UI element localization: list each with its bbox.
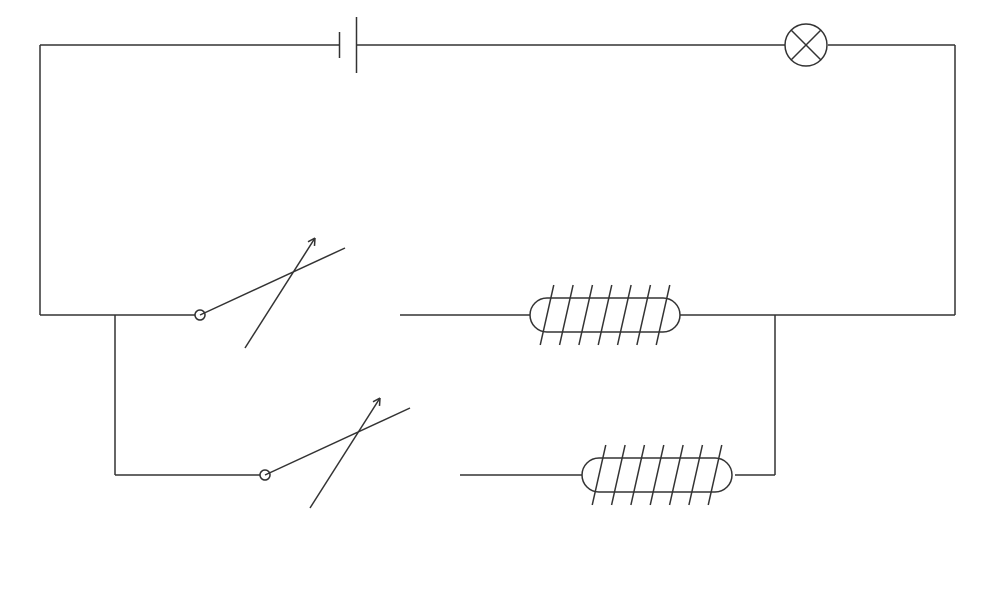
switch-2 [260, 398, 410, 508]
coil-2 [582, 445, 732, 505]
switch-indicator [310, 398, 380, 508]
coil-1 [530, 285, 680, 345]
switch-indicator [245, 238, 315, 348]
circuit-diagram [0, 0, 1000, 591]
lamp-icon [785, 24, 827, 66]
switch-1 [195, 238, 345, 348]
